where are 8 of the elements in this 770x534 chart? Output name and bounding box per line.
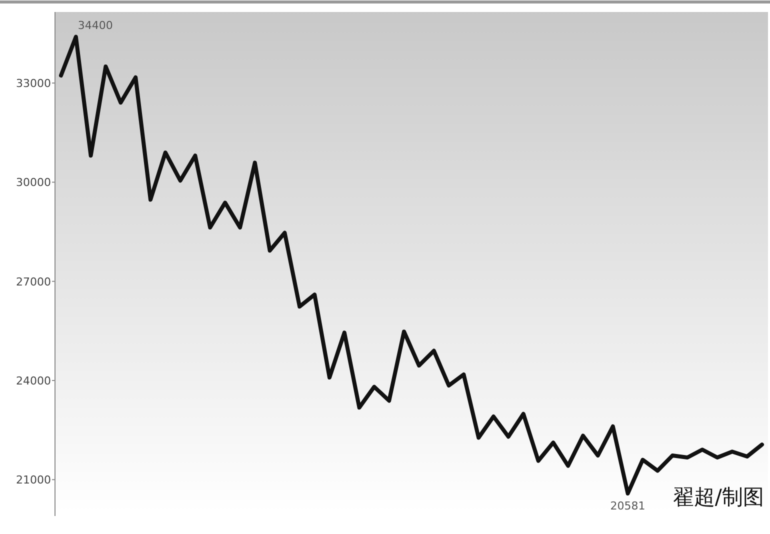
y-tick-label: 21000 — [16, 474, 51, 487]
annotation: 翟超/制图 — [672, 485, 764, 509]
y-tick-label: 27000 — [16, 275, 51, 288]
y-tick-label: 30000 — [16, 176, 51, 190]
data-label: 34400 — [78, 18, 113, 32]
y-tick-label: 24000 — [16, 374, 51, 388]
y-tick-label: 33000 — [16, 77, 51, 90]
data-label: 20581 — [610, 499, 646, 512]
